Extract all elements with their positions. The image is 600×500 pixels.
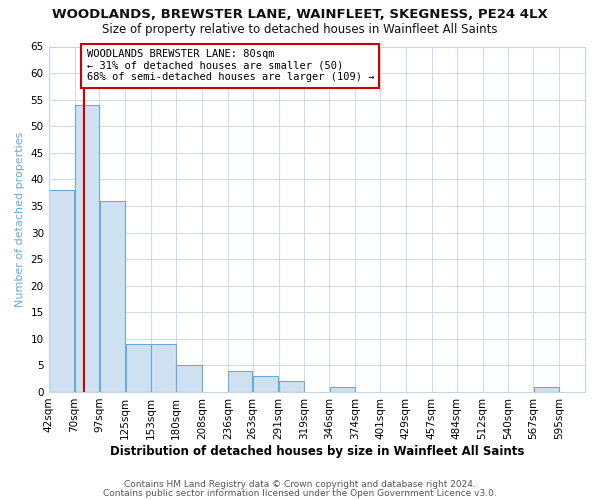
Bar [176,366,202,392]
Bar [151,344,176,392]
Text: Contains public sector information licensed under the Open Government Licence v3: Contains public sector information licen… [103,488,497,498]
Text: WOODLANDS, BREWSTER LANE, WAINFLEET, SKEGNESS, PE24 4LX: WOODLANDS, BREWSTER LANE, WAINFLEET, SKE… [52,8,548,20]
Bar [533,386,559,392]
Bar [253,376,278,392]
Text: Contains HM Land Registry data © Crown copyright and database right 2024.: Contains HM Land Registry data © Crown c… [124,480,476,489]
Y-axis label: Number of detached properties: Number of detached properties [15,132,25,307]
Bar [279,382,304,392]
Bar [228,370,253,392]
Bar [49,190,74,392]
Bar [329,386,355,392]
Bar [125,344,151,392]
Bar [100,200,125,392]
Bar [75,105,99,392]
X-axis label: Distribution of detached houses by size in Wainfleet All Saints: Distribution of detached houses by size … [110,444,524,458]
Text: Size of property relative to detached houses in Wainfleet All Saints: Size of property relative to detached ho… [102,22,498,36]
Text: WOODLANDS BREWSTER LANE: 80sqm
← 31% of detached houses are smaller (50)
68% of : WOODLANDS BREWSTER LANE: 80sqm ← 31% of … [86,49,374,82]
